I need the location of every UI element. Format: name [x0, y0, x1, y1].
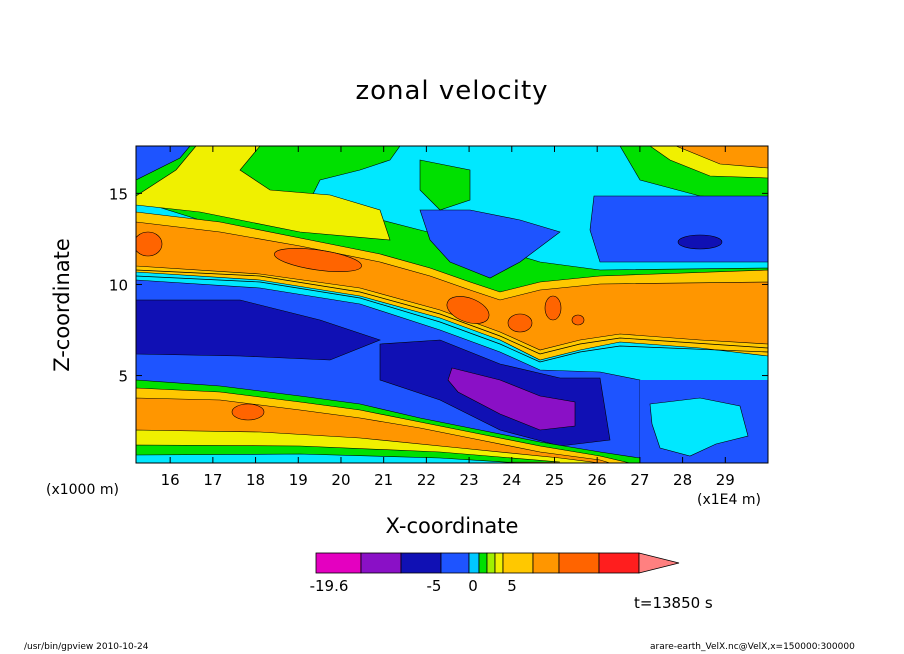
- y-tick-label: 10: [109, 276, 128, 294]
- colorbar-cell: [478, 552, 488, 574]
- region-blue-right: [589, 195, 768, 263]
- x-axis-label: X-coordinate: [385, 514, 519, 538]
- x-tick-label: 21: [374, 471, 393, 489]
- colorbar-cell: [598, 552, 640, 574]
- colorbar-cell: [360, 552, 402, 574]
- plot-frame: [135, 145, 769, 464]
- x-tick-label: 23: [460, 471, 479, 489]
- patch-darkorange-4: [507, 313, 533, 333]
- colorbar: -19.6 -5 0 5: [310, 552, 680, 595]
- colorbar-cell: [558, 552, 600, 574]
- patch-darkorange-2: [274, 248, 362, 272]
- colorbar-cell: [400, 552, 442, 574]
- region-blue-center: [419, 209, 561, 279]
- colorbar-label: -5: [427, 577, 442, 595]
- contour-field: [136, 146, 768, 463]
- colorbar-cell: [494, 552, 504, 574]
- y-axis-unit: (x1000 m): [46, 482, 119, 498]
- colorbar-label: -19.6: [310, 577, 349, 595]
- x-tick-label: 25: [545, 471, 564, 489]
- y-axis-label: Z-coordinate: [50, 238, 74, 372]
- y-tick-label: 15: [109, 185, 128, 203]
- x-tick-label: 17: [203, 471, 222, 489]
- x-axis-unit: (x1E4 m): [697, 492, 761, 508]
- x-tick-label: 22: [417, 471, 436, 489]
- x-tick-label: 27: [630, 471, 649, 489]
- colorbar-label: 5: [507, 577, 517, 595]
- colorbar-cell: [532, 552, 560, 574]
- colorbar-cell: [502, 552, 534, 574]
- patch-darkorange-6: [571, 314, 585, 326]
- chart-title: zonal velocity: [355, 76, 549, 106]
- y-axis-ticks: 5 10 15: [109, 185, 768, 386]
- colorbar-cell: [486, 552, 496, 574]
- colorbar-cell: [315, 552, 362, 574]
- region-yellow-upper: [136, 146, 391, 241]
- patch-darkorange-3: [446, 296, 490, 324]
- x-tick-label: 16: [161, 471, 180, 489]
- colorbar-cell: [468, 552, 480, 574]
- x-tick-label: 26: [588, 471, 607, 489]
- region-darkblue-right: [677, 234, 723, 250]
- region-green-center: [419, 159, 471, 211]
- y-tick-label: 5: [118, 368, 128, 386]
- footer-command: /usr/bin/gpview 2010-10-24: [24, 642, 149, 652]
- x-tick-label: 24: [502, 471, 521, 489]
- x-axis-ticks: 16 17 18 19 20 21 22 23 24 25 26 27 28 29: [161, 146, 735, 489]
- region-purple: [447, 367, 576, 431]
- x-tick-label: 28: [673, 471, 692, 489]
- x-tick-label: 19: [289, 471, 308, 489]
- footer-source: arare-earth_VelX.nc@VelX,x=150000:300000: [650, 642, 855, 652]
- region-cyan-bottom: [136, 453, 521, 463]
- colorbar-cell: [440, 552, 470, 574]
- x-tick-label: 18: [246, 471, 265, 489]
- x-tick-label: 29: [716, 471, 735, 489]
- patch-darkorange-lower: [231, 403, 265, 421]
- region-darkblue-left: [136, 299, 381, 361]
- region-cyan-lower-right: [649, 397, 749, 457]
- x-tick-label: 20: [331, 471, 350, 489]
- patch-darkorange-1: [136, 231, 163, 257]
- patch-darkorange-5: [544, 295, 562, 321]
- colorbar-arrow: [638, 552, 680, 574]
- colorbar-label: 0: [468, 577, 478, 595]
- time-annotation: t=13850 s: [634, 594, 713, 612]
- region-orange-upper-right: [675, 146, 768, 169]
